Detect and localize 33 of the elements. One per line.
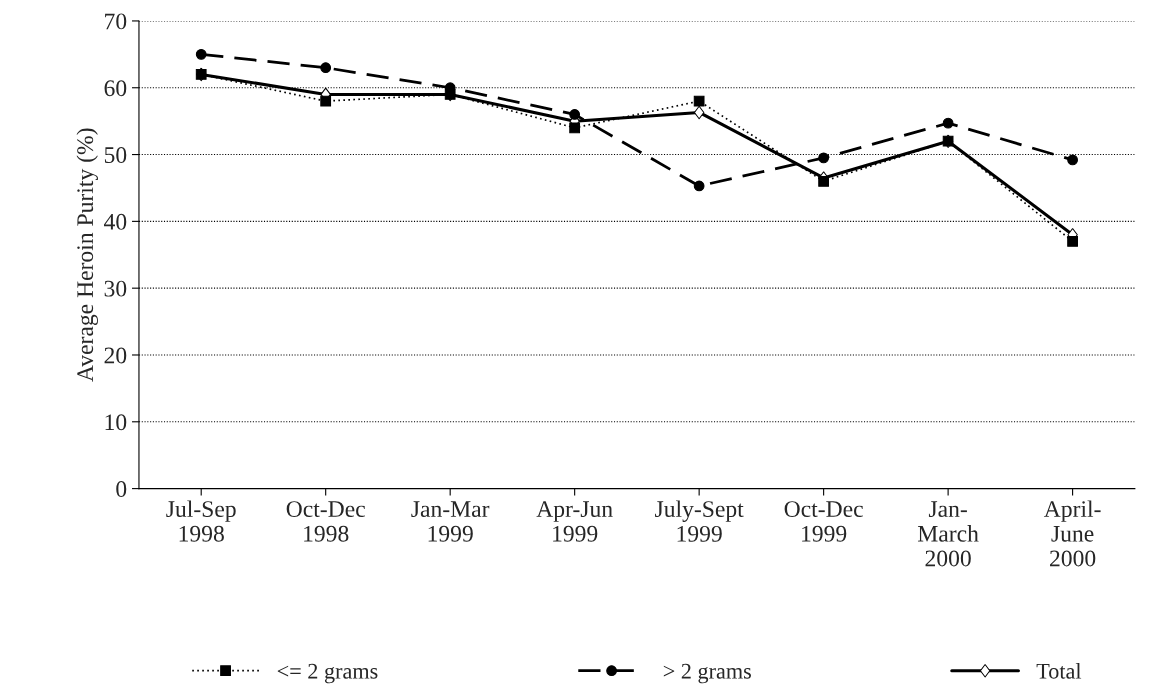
point <box>693 180 705 192</box>
y-tick-label: 20 <box>104 347 127 364</box>
point <box>195 48 207 60</box>
x-tick-label: Oct-Dec 1998 <box>286 501 365 542</box>
point <box>1067 154 1078 166</box>
y-axis-title: Average Heroin Purity (%) <box>76 128 98 382</box>
y-tick-label: 10 <box>105 414 127 431</box>
y-tick-label: 50 <box>104 147 127 163</box>
point <box>320 95 332 107</box>
x-tick-label: Apr-Jun 1999 <box>536 501 613 542</box>
legend-label: > 2 grams <box>663 663 751 684</box>
point <box>320 62 332 74</box>
point <box>569 122 581 134</box>
y-tick-label: 0 <box>116 481 127 498</box>
point <box>569 109 581 120</box>
point <box>693 105 705 120</box>
x-tick-label: Jan- March 2000 <box>917 501 979 567</box>
x-tick-label: Jan-Mar 1999 <box>411 501 490 542</box>
point <box>693 95 705 107</box>
x-tick-label: April- June 2000 <box>1043 500 1101 567</box>
x-tick-label: Jul-Sep 1998 <box>166 500 236 542</box>
x-tick-label: July-Sept 1999 <box>655 500 744 542</box>
legend-label: <= 2 grams <box>277 663 378 684</box>
y-tick-label: 40 <box>104 213 127 230</box>
y-tick-label: 60 <box>104 80 127 97</box>
legend-label: Total <box>1036 663 1082 679</box>
point <box>1067 236 1078 247</box>
point <box>818 175 830 187</box>
y-tick-label: 30 <box>104 280 127 297</box>
point <box>818 152 830 164</box>
point <box>942 117 954 129</box>
x-tick-label: Oct-Dec 1999 <box>784 501 863 542</box>
y-tick-label: 70 <box>105 13 127 30</box>
